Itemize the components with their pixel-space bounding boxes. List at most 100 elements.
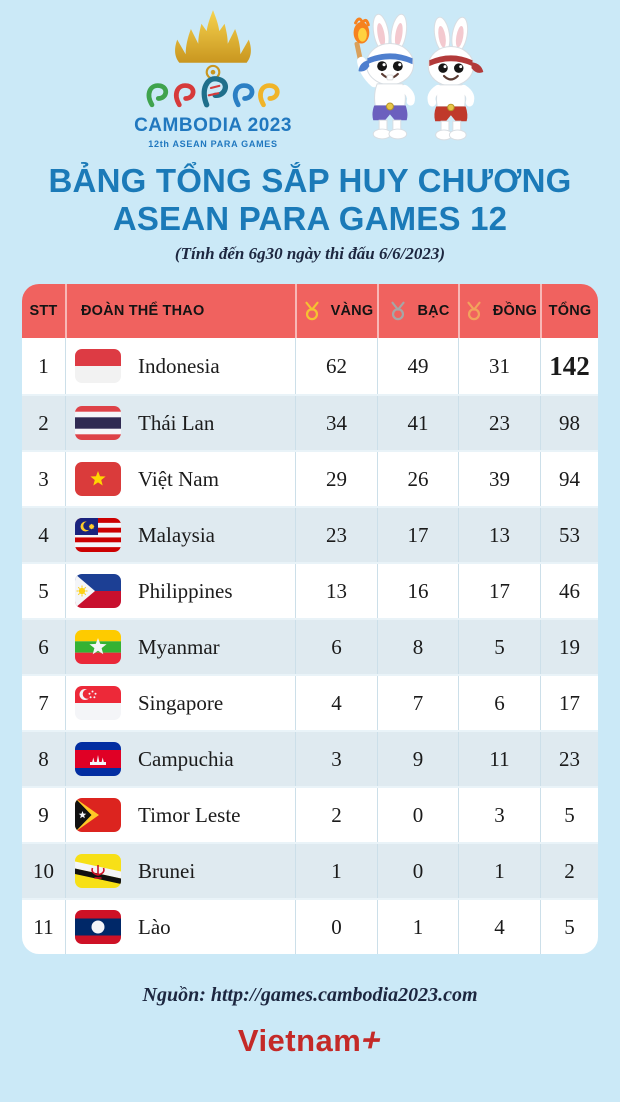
silver-count-cell: 41 [377, 396, 458, 451]
team-cell: Campuchia [65, 732, 295, 787]
medal-table: STT ĐOÀN THỂ THAO VÀNG BẠC ĐỒNG TỔNG 1 I… [22, 284, 598, 955]
table-header: STT ĐOÀN THỂ THAO VÀNG BẠC ĐỒNG TỔNG [22, 284, 598, 339]
rank-cell: 6 [38, 634, 49, 659]
country-name: Brunei [138, 858, 196, 883]
gold-count-cell: 1 [295, 844, 377, 899]
total-count-cell: 98 [540, 396, 598, 451]
bronze-count-cell: 5 [458, 620, 540, 675]
gold-count-cell: 0 [295, 900, 377, 955]
total-count-cell: 142 [540, 338, 598, 395]
gold-count-cell: 23 [295, 508, 377, 563]
table-body: 1 Indonesia 62 49 31 142 2 Thái Lan 34 4… [22, 338, 598, 955]
gold-count-cell: 62 [295, 338, 377, 395]
bronze-count-cell: 13 [458, 508, 540, 563]
country-name: Timor Leste [138, 802, 241, 827]
country-name: Lào [138, 914, 171, 939]
bronze-count-cell: 31 [458, 338, 540, 395]
total-count-cell: 53 [540, 508, 598, 563]
vietnamplus-logo: Vietnam+ [0, 1021, 620, 1059]
total-count-cell: 17 [540, 676, 598, 731]
team-cell: Philippines [65, 564, 295, 619]
header-silver-label: BẠC [417, 303, 450, 320]
rank-cell: 9 [38, 802, 49, 827]
source-text: Nguồn: http://games.cambodia2023.com [142, 984, 478, 1007]
angkor-crown-icon [146, 10, 280, 108]
rank-cell: 1 [38, 353, 49, 378]
header-total: TỔNG [540, 284, 598, 339]
table-row: 3 Việt Nam 29 26 39 94 [22, 450, 598, 507]
bronze-count-cell: 6 [458, 676, 540, 731]
rabbit-mascots-icon [353, 13, 484, 141]
rank-cell: 3 [38, 466, 49, 491]
bronze-count-cell: 17 [458, 564, 540, 619]
total-count-cell: 94 [540, 452, 598, 507]
bronze-count-cell: 23 [458, 396, 540, 451]
rank-cell: 10 [33, 858, 54, 883]
table-row: 1 Indonesia 62 49 31 142 [22, 338, 598, 395]
vietnam-flag-icon [75, 462, 121, 497]
page-title-line1: BẢNG TỔNG SẮP HUY CHƯƠNG [48, 162, 572, 199]
table-row: 5 Philippines 13 16 17 46 [22, 562, 598, 619]
country-name: Indonesia [138, 353, 220, 378]
page-subtitle: (Tính đến 6g30 ngày thi đấu 6/6/2023) [174, 244, 446, 264]
total-count-cell: 5 [540, 788, 598, 843]
team-cell: Singapore [65, 676, 295, 731]
gold-count-cell: 29 [295, 452, 377, 507]
rank-cell: 4 [38, 522, 49, 547]
page-title: BẢNG TỔNG SẮP HUY CHƯƠNG ASEAN PARA GAME… [0, 162, 620, 237]
logo-subtitle: 12th ASEAN PARA GAMES [148, 139, 278, 149]
silver-count-cell: 0 [377, 788, 458, 843]
gold-count-cell: 34 [295, 396, 377, 451]
silver-count-cell: 16 [377, 564, 458, 619]
silver-count-cell: 0 [377, 844, 458, 899]
page-title-line2: ASEAN PARA GAMES 12 [112, 199, 508, 237]
country-name: Singapore [138, 690, 224, 715]
table-row: 9 Timor Leste 2 0 3 5 [22, 786, 598, 843]
header-gold-label: VÀNG [330, 303, 374, 320]
gold-count-cell: 2 [295, 788, 377, 843]
myanmar-flag-icon [75, 630, 121, 665]
logo-title: CAMBODIA 2023 [134, 115, 292, 136]
header-gold: VÀNG [295, 284, 377, 339]
gold-count-cell: 4 [295, 676, 377, 731]
gold-count-cell: 6 [295, 620, 377, 675]
header-bronze-label: ĐỒNG [492, 303, 538, 320]
logo-header: CAMBODIA 2023 12th ASEAN PARA GAMES [0, 0, 620, 150]
table-row: 6 Myanmar 6 8 5 19 [22, 618, 598, 675]
total-count-cell: 19 [540, 620, 598, 675]
table-row: 7 Singapore 4 7 6 17 [22, 674, 598, 731]
silver-count-cell: 9 [377, 732, 458, 787]
thailand-flag-icon [75, 406, 121, 441]
timorleste-flag-icon [75, 798, 121, 833]
brunei-flag-icon [75, 854, 121, 889]
table-row: 10 Brunei 1 0 1 2 [22, 842, 598, 899]
team-cell: Indonesia [65, 338, 295, 395]
country-name: Malaysia [138, 522, 215, 547]
header-silver: BẠC [377, 284, 458, 339]
table-row: 11 Lào 0 1 4 5 [22, 898, 598, 955]
laos-flag-icon [75, 910, 121, 945]
silver-medal-icon [391, 301, 406, 321]
team-cell: Malaysia [65, 508, 295, 563]
silver-count-cell: 8 [377, 620, 458, 675]
indonesia-flag-icon [75, 349, 121, 384]
total-count-cell: 23 [540, 732, 598, 787]
silver-count-cell: 49 [377, 338, 458, 395]
rank-cell: 5 [38, 578, 49, 603]
brand-plus-icon: + [358, 1021, 387, 1059]
header-stt: STT [29, 303, 58, 320]
bronze-count-cell: 11 [458, 732, 540, 787]
header-bronze: ĐỒNG [458, 284, 540, 339]
bronze-count-cell: 4 [458, 900, 540, 955]
cambodia-2023-logo: CAMBODIA 2023 12th ASEAN PARA GAMES [118, 6, 308, 149]
silver-count-cell: 17 [377, 508, 458, 563]
bronze-count-cell: 39 [458, 452, 540, 507]
total-count-cell: 2 [540, 844, 598, 899]
table-row: 2 Thái Lan 34 41 23 98 [22, 394, 598, 451]
gold-medal-icon [305, 301, 319, 321]
gold-count-cell: 13 [295, 564, 377, 619]
philippines-flag-icon [75, 574, 121, 609]
brand-name: Vietnam [237, 1023, 362, 1059]
team-cell: Việt Nam [65, 452, 295, 507]
